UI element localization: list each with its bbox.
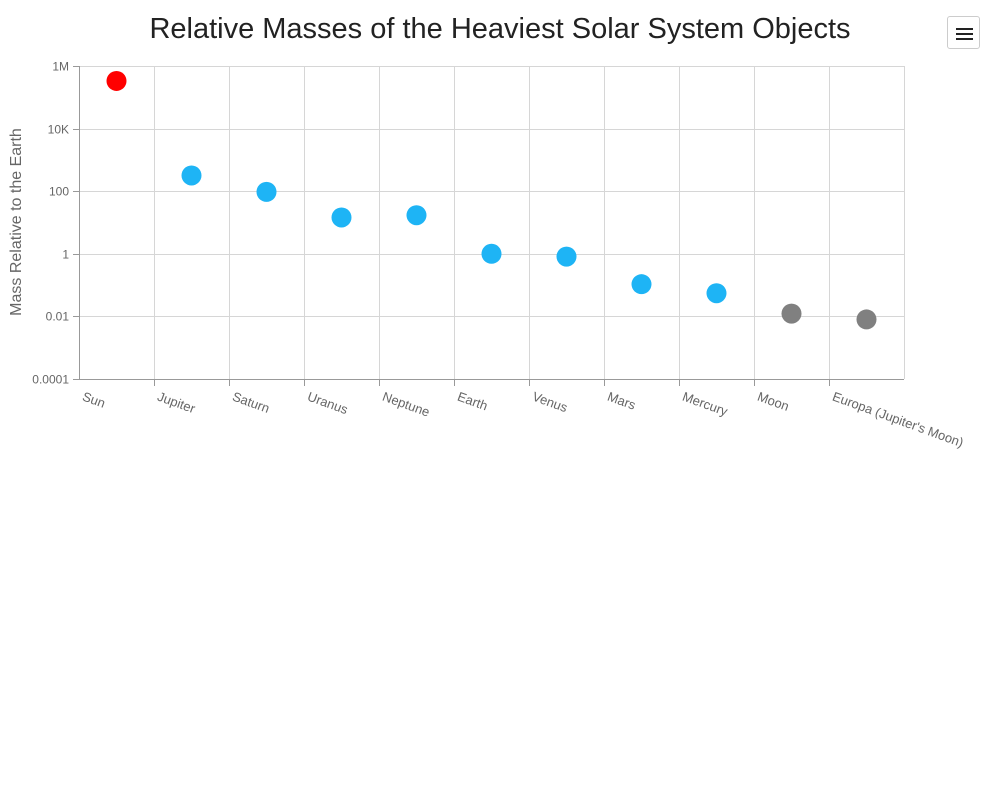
x-tick-label: Uranus (305, 389, 350, 418)
x-tick-label: Saturn (230, 389, 271, 416)
data-point[interactable] (781, 303, 802, 324)
x-tick-label: Sun (80, 389, 107, 411)
x-tick-label: Mercury (680, 389, 730, 419)
data-point[interactable] (706, 283, 727, 304)
y-tick-label: 1M (52, 60, 69, 74)
grid (79, 66, 905, 379)
x-tick-label: Earth (455, 389, 489, 414)
x-tick-label: Europa (Jupiter's Moon) (830, 389, 965, 450)
data-point[interactable] (331, 207, 352, 228)
data-point[interactable] (406, 205, 427, 226)
data-points (106, 70, 877, 330)
x-axis-ticks: Sun Jupiter Saturn Uranus Neptune Earth Venus M… (80, 379, 966, 450)
data-point[interactable] (481, 243, 502, 264)
data-point[interactable] (106, 70, 127, 91)
data-point[interactable] (856, 309, 877, 330)
data-point[interactable] (256, 181, 277, 202)
x-tick-label: Moon (755, 389, 791, 414)
y-axis-ticks: 1M 10K 100 1 0.01 0.0001 (32, 60, 79, 387)
y-tick-label: 10K (48, 123, 69, 137)
axes (79, 66, 904, 380)
y-tick-label: 1 (62, 248, 69, 262)
x-tick-label: Neptune (380, 389, 431, 420)
data-point[interactable] (631, 274, 652, 295)
data-point[interactable] (556, 246, 577, 267)
x-tick-label: Jupiter (155, 389, 197, 417)
y-tick-label: 0.01 (46, 310, 70, 324)
data-point[interactable] (181, 165, 202, 186)
chart-menu-button[interactable] (947, 16, 980, 49)
y-tick-label: 0.0001 (32, 373, 69, 387)
chart-title: Relative Masses of the Heaviest Solar Sy… (149, 13, 850, 45)
y-axis-title: Mass Relative to the Earth (8, 128, 25, 316)
x-tick-label: Venus (530, 389, 570, 416)
y-tick-label: 100 (49, 185, 69, 199)
x-tick-label: Mars (605, 389, 638, 413)
